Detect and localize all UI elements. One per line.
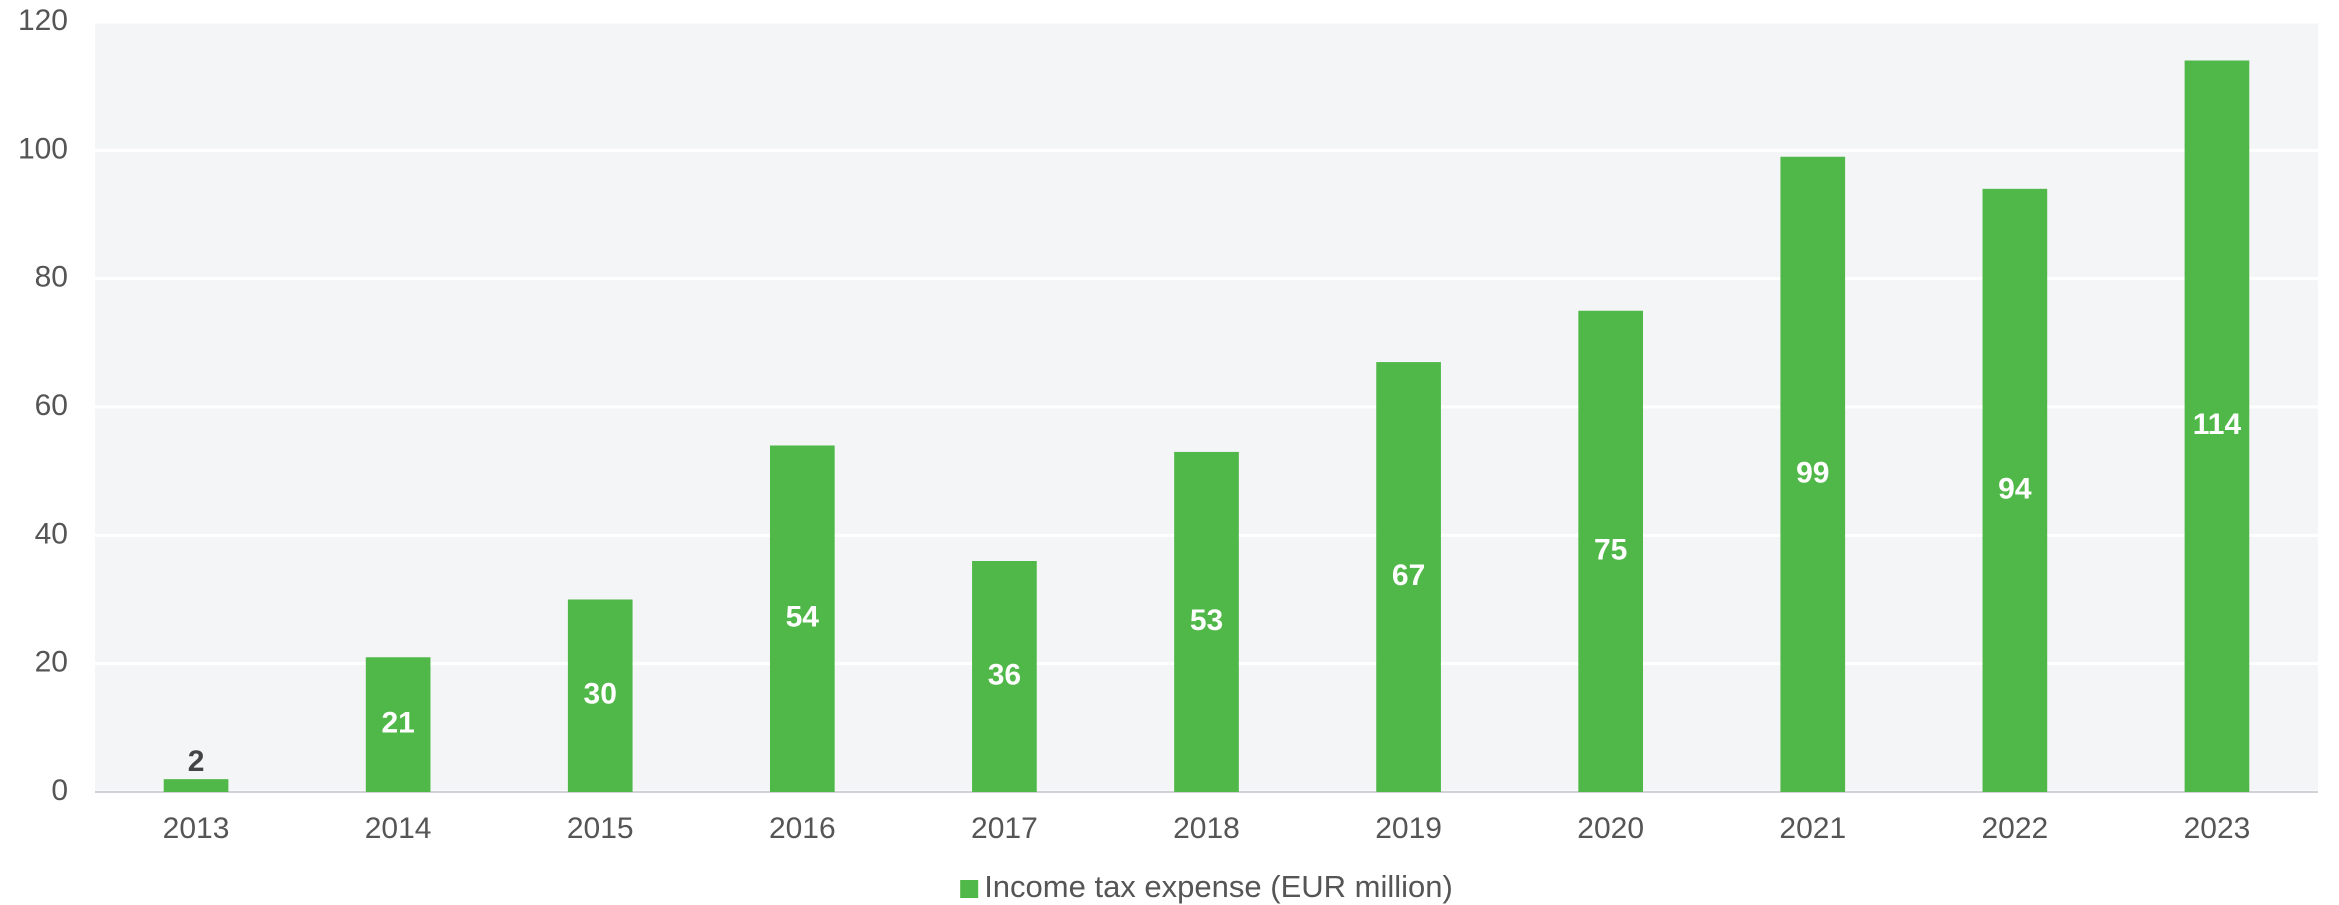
data-label: 67 bbox=[1392, 559, 1425, 592]
bar bbox=[163, 779, 229, 792]
x-tick-label: 2021 bbox=[1779, 812, 1846, 845]
data-label: 75 bbox=[1594, 533, 1627, 566]
y-tick-label: 0 bbox=[51, 774, 68, 807]
data-label: 2 bbox=[188, 745, 205, 778]
x-tick-label: 2023 bbox=[2184, 812, 2251, 845]
y-tick-label: 40 bbox=[35, 517, 68, 550]
bar bbox=[1780, 156, 1846, 792]
y-tick-label: 20 bbox=[35, 646, 68, 679]
bar bbox=[972, 561, 1037, 792]
data-label: 36 bbox=[988, 658, 1021, 691]
y-tick-label: 80 bbox=[35, 261, 68, 294]
x-tick-label: 2016 bbox=[769, 812, 836, 845]
y-tick-label: 120 bbox=[18, 4, 68, 37]
y-tick-label: 100 bbox=[18, 132, 68, 165]
x-tick-label: 2018 bbox=[1173, 812, 1240, 845]
bar bbox=[1376, 362, 1441, 792]
data-label: 54 bbox=[786, 601, 820, 634]
data-label: 21 bbox=[381, 707, 414, 740]
y-tick-label: 60 bbox=[35, 389, 68, 422]
x-tick-label: 2019 bbox=[1375, 812, 1442, 845]
x-tick-label: 2022 bbox=[1981, 812, 2048, 845]
x-tick-label: 2014 bbox=[365, 812, 432, 845]
legend-label: Income tax expense (EUR million) bbox=[984, 869, 1453, 904]
bar bbox=[365, 657, 431, 792]
bar bbox=[2184, 60, 2250, 792]
bar bbox=[769, 445, 835, 792]
bar bbox=[1578, 310, 1644, 792]
data-label: 53 bbox=[1190, 604, 1223, 637]
bar bbox=[1982, 188, 2048, 793]
legend-swatch bbox=[960, 880, 979, 898]
x-tick-label: 2013 bbox=[163, 812, 230, 845]
data-label: 94 bbox=[1998, 472, 2032, 505]
data-label: 30 bbox=[584, 678, 617, 711]
data-label: 114 bbox=[2193, 408, 2242, 441]
bar bbox=[567, 599, 633, 792]
x-tick-label: 2017 bbox=[971, 812, 1038, 845]
x-tick-label: 2015 bbox=[567, 812, 634, 845]
data-label: 99 bbox=[1796, 456, 1829, 489]
bar bbox=[1174, 451, 1239, 792]
x-tick-label: 2020 bbox=[1577, 812, 1644, 845]
